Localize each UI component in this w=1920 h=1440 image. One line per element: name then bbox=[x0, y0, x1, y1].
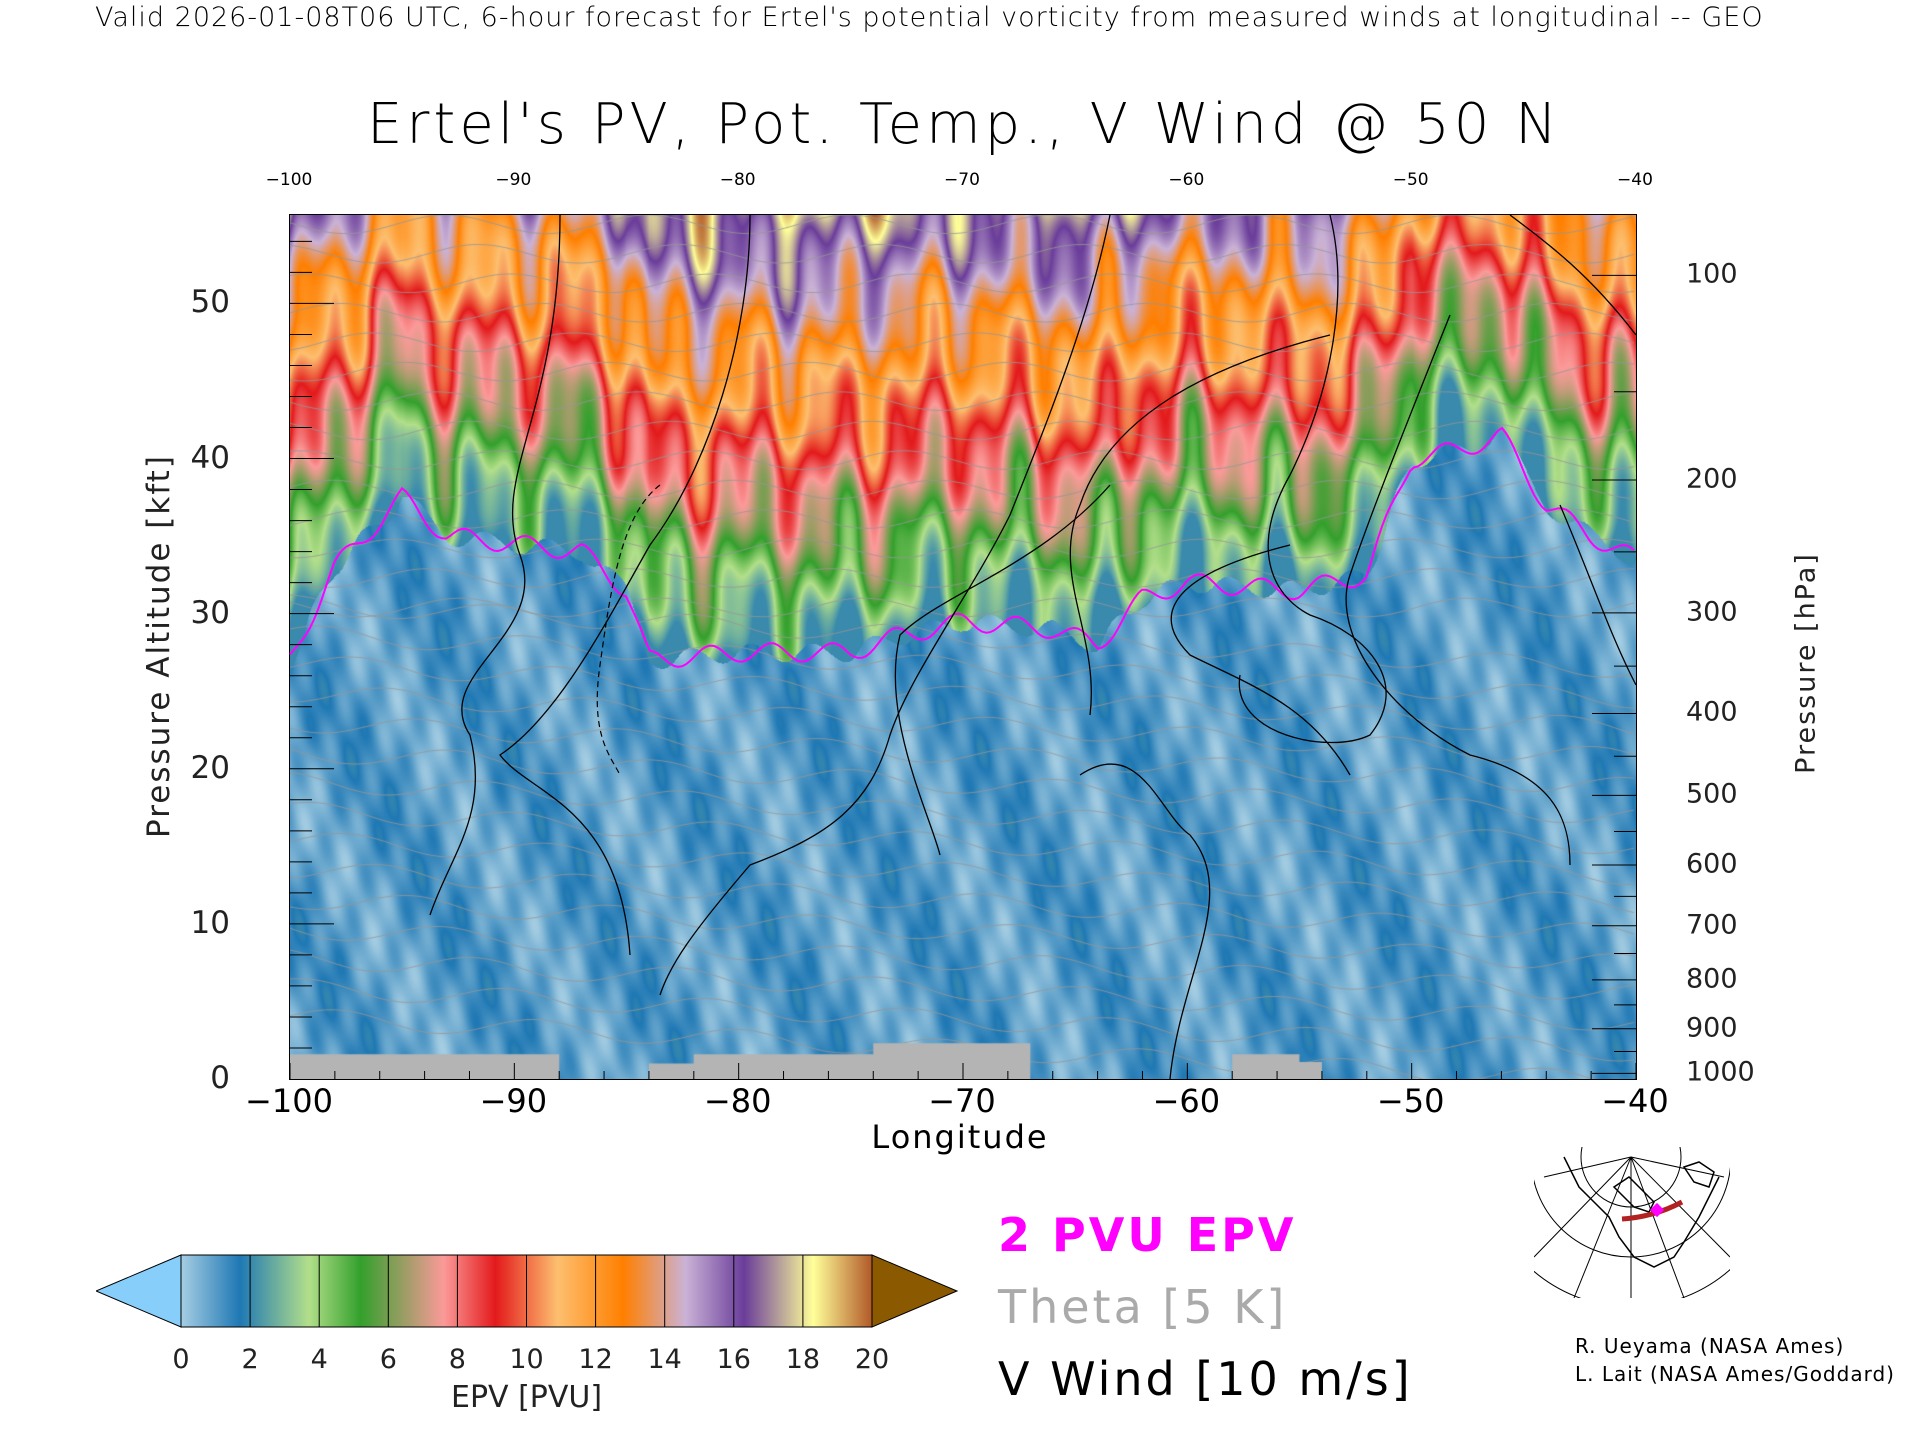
v-wind-contour bbox=[429, 214, 561, 916]
colorbar-label: EPV [PVU] bbox=[451, 1380, 603, 1415]
y-tick-label-hpa: 400 bbox=[1686, 696, 1738, 728]
y-tick-label-hpa: 100 bbox=[1686, 258, 1738, 290]
tropopause-2pvu-line bbox=[289, 426, 1635, 668]
v-wind-contour bbox=[894, 484, 1111, 856]
credit-line-1: R. Ueyama (NASA Ames) bbox=[1575, 1334, 1845, 1358]
y-tick-label-kft: 10 bbox=[190, 904, 230, 941]
colorbar-tick-label: 0 bbox=[172, 1344, 190, 1375]
y-tick-label-kft: 0 bbox=[210, 1060, 230, 1096]
x-tick-label-bottom: −80 bbox=[703, 1082, 772, 1120]
colorbar-tick-label: 18 bbox=[785, 1344, 821, 1375]
y-tick-label-hpa: 200 bbox=[1686, 463, 1738, 495]
plot-area bbox=[289, 214, 1637, 1080]
x-tick-label-bottom: −60 bbox=[1152, 1082, 1221, 1120]
x-axis-label: Longitude bbox=[871, 1118, 1049, 1156]
colorbar-tick-label: 16 bbox=[716, 1344, 751, 1375]
v-wind-contour bbox=[1079, 763, 1211, 1080]
colorbar-tick-label: 14 bbox=[647, 1344, 682, 1375]
locator-map bbox=[1534, 1147, 1730, 1298]
colorbar-tick-label: 6 bbox=[379, 1344, 397, 1375]
x-tick-label-top: −40 bbox=[1617, 170, 1653, 190]
x-tick-label-top: −80 bbox=[719, 170, 756, 190]
x-tick-label-bottom: −70 bbox=[928, 1082, 996, 1120]
v-wind-contour bbox=[1509, 214, 1637, 336]
x-tick-label-top: −90 bbox=[495, 170, 532, 190]
y-tick-label-hpa: 800 bbox=[1686, 963, 1738, 995]
v-wind-contour bbox=[1345, 314, 1571, 866]
y-axis-label-right: Pressure [hPa] bbox=[1790, 552, 1822, 774]
v-wind-contour bbox=[499, 214, 751, 956]
v-wind-contour bbox=[1559, 504, 1637, 686]
legend-2pvu-epv: 2 PVU EPV bbox=[998, 1208, 1297, 1262]
legend-v-wind: V Wind [10 m/s] bbox=[998, 1352, 1413, 1406]
colorbar-tick-label: 8 bbox=[448, 1344, 466, 1375]
y-tick-label-hpa: 600 bbox=[1686, 848, 1738, 880]
x-tick-label-top: −100 bbox=[265, 170, 313, 190]
colorbar-tick-label: 10 bbox=[509, 1344, 544, 1375]
y-tick-label-hpa: 300 bbox=[1686, 596, 1738, 628]
y-tick-label-kft: 50 bbox=[190, 284, 230, 321]
x-tick-label-top: −50 bbox=[1392, 170, 1429, 190]
v-wind-contour bbox=[659, 214, 1111, 996]
x-tick-label-top: −60 bbox=[1168, 170, 1205, 190]
colorbar bbox=[96, 1254, 959, 1328]
x-tick-label-bottom: −90 bbox=[479, 1082, 548, 1120]
v-wind-contour bbox=[1170, 544, 1351, 776]
v-wind-contour-negative bbox=[596, 484, 661, 776]
header-caption: Valid 2026-01-08T06 UTC, 6-hour forecast… bbox=[95, 2, 1764, 33]
y-tick-label-hpa: 500 bbox=[1686, 778, 1738, 810]
y-tick-label-hpa: 700 bbox=[1686, 909, 1738, 941]
v-wind-contour bbox=[1069, 334, 1331, 716]
colorbar-over-triangle bbox=[871, 1254, 959, 1328]
colorbar-under-triangle bbox=[96, 1254, 182, 1328]
chart-title: Ertel's PV, Pot. Temp., V Wind @ 50 N bbox=[366, 92, 1562, 157]
credit-line-2: L. Lait (NASA Ames/Goddard) bbox=[1575, 1362, 1895, 1386]
epv-heatmap bbox=[290, 215, 1636, 1079]
x-tick-label-bottom: −100 bbox=[245, 1082, 333, 1120]
colorbar-tick-label: 2 bbox=[241, 1344, 259, 1375]
x-tick-label-bottom: −50 bbox=[1376, 1082, 1445, 1120]
colorbar-tick-label: 12 bbox=[578, 1344, 613, 1375]
v-wind-contour bbox=[1238, 214, 1387, 744]
x-tick-label-top: −70 bbox=[944, 170, 980, 190]
y-tick-label-kft: 30 bbox=[190, 594, 230, 631]
y-tick-label-kft: 20 bbox=[190, 749, 230, 786]
colorbar-tick-label: 4 bbox=[310, 1344, 328, 1375]
legend-theta: Theta [5 K] bbox=[998, 1280, 1288, 1334]
y-axis-label-left: Pressure Altitude [kft] bbox=[141, 454, 177, 838]
colorbar-tick-label: 20 bbox=[854, 1344, 890, 1375]
contour-overlay bbox=[289, 214, 1637, 1080]
y-tick-label-hpa: 900 bbox=[1686, 1012, 1738, 1044]
y-tick-label-kft: 40 bbox=[190, 439, 230, 476]
x-tick-label-bottom: −40 bbox=[1601, 1082, 1669, 1120]
y-tick-label-hpa: 1000 bbox=[1686, 1056, 1755, 1088]
